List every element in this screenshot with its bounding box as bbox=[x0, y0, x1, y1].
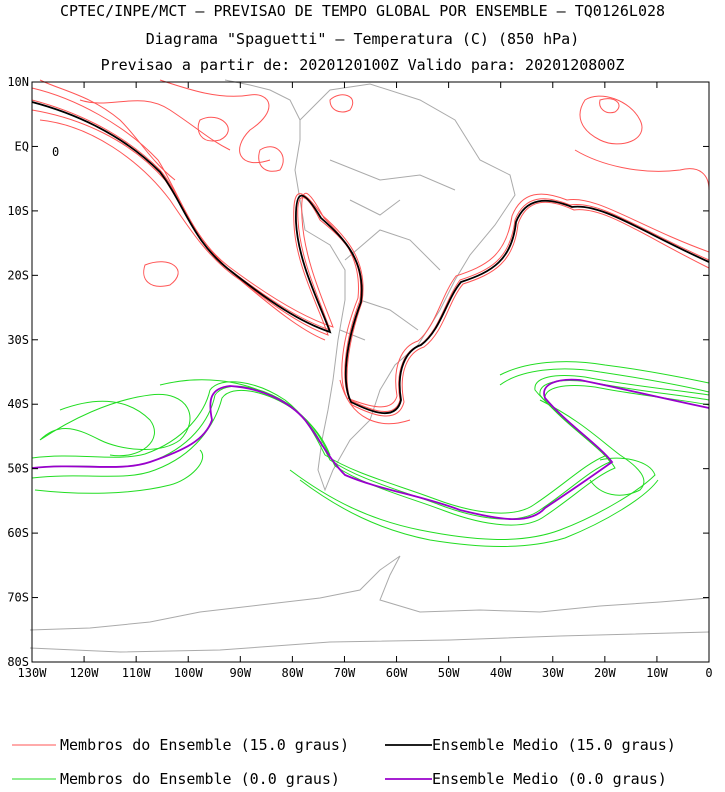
lat-label: 40S bbox=[7, 397, 29, 411]
lon-label: 70W bbox=[334, 666, 356, 680]
ensemble-members-15 bbox=[31, 79, 710, 425]
legend: Membros do Ensemble (15.0 graus) Ensembl… bbox=[12, 736, 676, 788]
legend-label-mean-15: Ensemble Medio (15.0 graus) bbox=[432, 736, 676, 754]
lon-label: 80W bbox=[282, 666, 304, 680]
legend-label-member-15: Membros do Ensemble (15.0 graus) bbox=[60, 736, 349, 754]
lon-label: 10W bbox=[646, 666, 668, 680]
map-frame bbox=[31, 81, 710, 663]
lon-label: 30W bbox=[542, 666, 564, 680]
legend-label-mean-0: Ensemble Medio (0.0 graus) bbox=[432, 770, 667, 788]
ensemble-mean-0 bbox=[31, 378, 710, 521]
lon-label: 20W bbox=[594, 666, 616, 680]
lon-label: 120W bbox=[70, 666, 100, 680]
lon-label: 60W bbox=[386, 666, 408, 680]
lat-label: 60S bbox=[7, 526, 29, 540]
lat-label: 20S bbox=[7, 268, 29, 282]
title-line-1: CPTEC/INPE/MCT — PREVISAO DE TEMPO GLOBA… bbox=[59, 2, 666, 20]
legend-label-member-0: Membros do Ensemble (0.0 graus) bbox=[60, 770, 340, 788]
ensemble-mean-15 bbox=[31, 101, 710, 415]
lon-label: 0 bbox=[705, 666, 712, 680]
lon-label: 130W bbox=[18, 666, 48, 680]
lat-label: 10N bbox=[7, 75, 29, 89]
contour-label: 0 bbox=[52, 145, 59, 159]
lon-label: 40W bbox=[490, 666, 512, 680]
coastlines bbox=[29, 79, 710, 653]
lon-label: 90W bbox=[229, 666, 251, 680]
title-line-2: Diagrama "Spaguetti" — Temperatura (C) (… bbox=[145, 30, 580, 48]
title-line-3: Previsao a partir de: 2020120100Z Valido… bbox=[100, 56, 625, 74]
ensemble-members-0 bbox=[31, 361, 710, 547]
lat-label: 80S bbox=[7, 655, 29, 669]
lon-label: 110W bbox=[122, 666, 152, 680]
lon-label: 100W bbox=[174, 666, 204, 680]
lat-label: 50S bbox=[7, 462, 29, 476]
lon-label: 50W bbox=[438, 666, 460, 680]
lat-label: 70S bbox=[7, 591, 29, 605]
lat-label: 10S bbox=[7, 204, 29, 218]
lat-label: 30S bbox=[7, 333, 29, 347]
lat-label: EQ bbox=[15, 139, 29, 153]
